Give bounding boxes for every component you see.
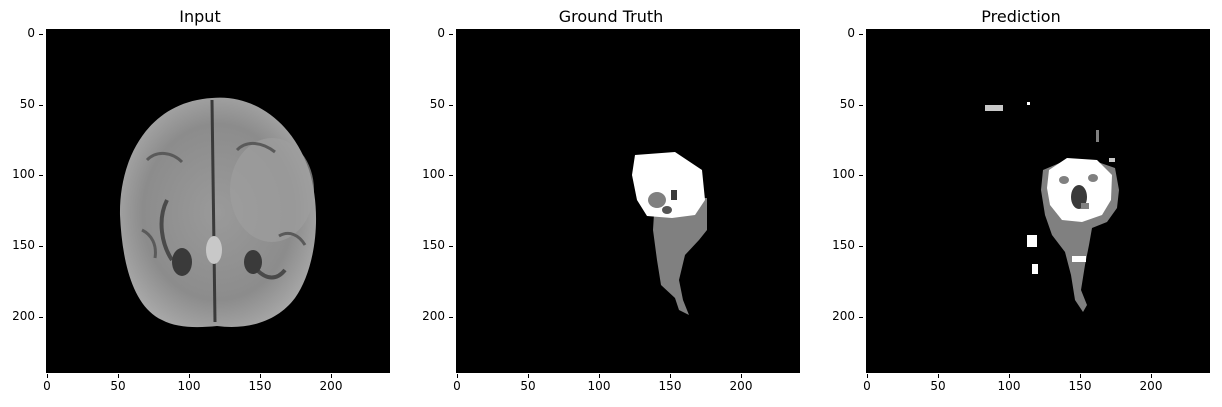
x-tick-label: 100 bbox=[579, 374, 619, 393]
x-tick-label: 0 bbox=[27, 374, 67, 393]
panel-title: Ground Truth bbox=[558, 7, 664, 26]
x-tick-label: 0 bbox=[437, 374, 477, 393]
x-tick-label: 150 bbox=[650, 374, 690, 393]
y-tick-label: 100 bbox=[5, 167, 43, 181]
x-tick-label: 50 bbox=[918, 374, 958, 393]
y-tick-label: 150 bbox=[415, 238, 453, 252]
x-tick-label: 150 bbox=[240, 374, 280, 393]
mri-image bbox=[46, 29, 390, 373]
y-tick-label: 200 bbox=[415, 309, 453, 323]
panel-title: Input bbox=[179, 7, 221, 26]
segmentation-mask-prediction bbox=[866, 29, 1210, 373]
y-tick-label: 50 bbox=[415, 97, 453, 111]
y-tick-label: 150 bbox=[825, 238, 863, 252]
panel-ground-truth: Ground Truth 0 50 100 150 200 0 50 100 1… bbox=[411, 0, 811, 407]
y-tick-label: 200 bbox=[825, 309, 863, 323]
panel-input: Input 0 50 100 1 bbox=[0, 0, 400, 407]
x-tick-label: 50 bbox=[508, 374, 548, 393]
x-tick-label: 50 bbox=[98, 374, 138, 393]
y-tick-label: 200 bbox=[5, 309, 43, 323]
y-tick-label: 0 bbox=[415, 26, 453, 40]
x-tick-label: 100 bbox=[169, 374, 209, 393]
x-tick-label: 200 bbox=[721, 374, 761, 393]
y-tick-label: 100 bbox=[825, 167, 863, 181]
x-tick-label: 150 bbox=[1060, 374, 1100, 393]
x-tick-label: 200 bbox=[311, 374, 351, 393]
segmentation-mask-ground-truth bbox=[456, 29, 800, 373]
x-tick-label: 0 bbox=[847, 374, 887, 393]
y-tick-label: 150 bbox=[5, 238, 43, 252]
y-tick-label: 50 bbox=[5, 97, 43, 111]
y-tick-label: 0 bbox=[825, 26, 863, 40]
x-tick-label: 100 bbox=[989, 374, 1029, 393]
panel-title: Prediction bbox=[981, 7, 1061, 26]
y-tick-label: 100 bbox=[415, 167, 453, 181]
y-tick-label: 0 bbox=[5, 26, 43, 40]
panel-prediction: Prediction 0 50 100 150 200 0 50 100 150… bbox=[821, 0, 1221, 407]
x-tick-label: 200 bbox=[1131, 374, 1171, 393]
y-tick-label: 50 bbox=[825, 97, 863, 111]
